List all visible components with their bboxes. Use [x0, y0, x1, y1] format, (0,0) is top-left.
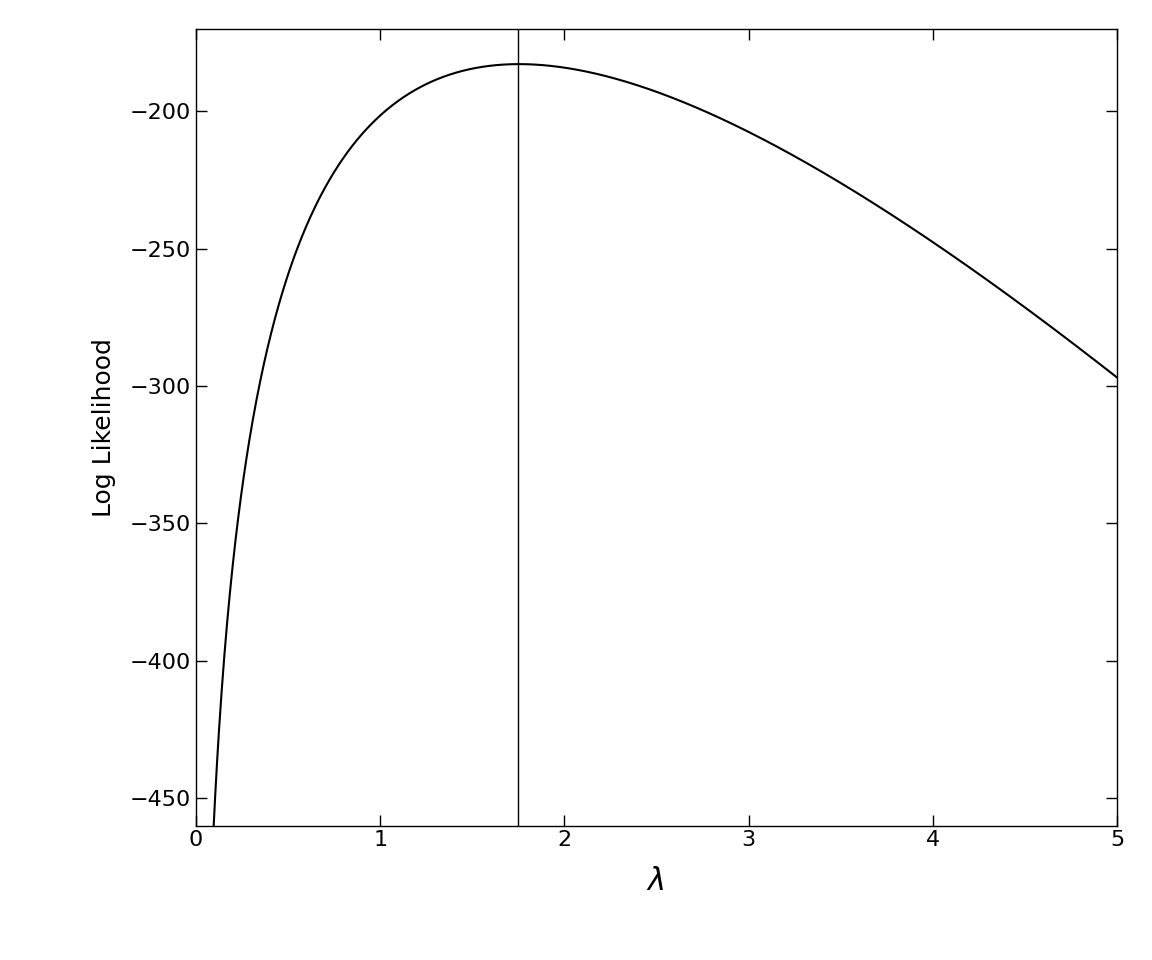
X-axis label: λ: λ [647, 867, 666, 896]
Y-axis label: Log Likelihood: Log Likelihood [92, 338, 116, 516]
